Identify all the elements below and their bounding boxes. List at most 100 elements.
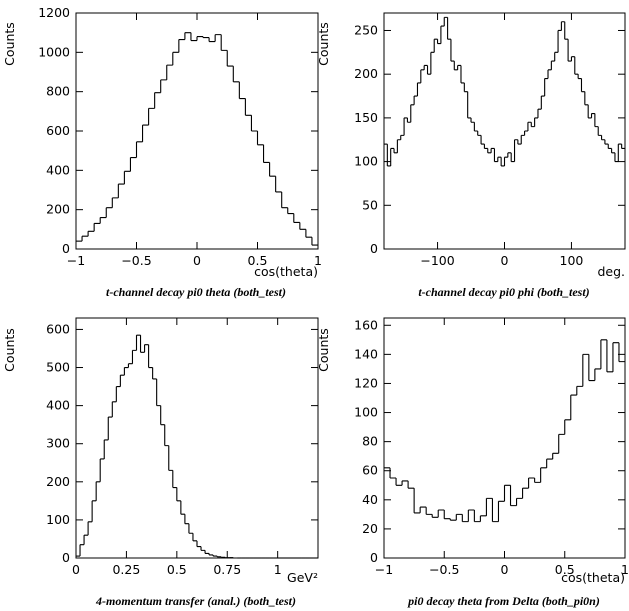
y-tick-label: 500 bbox=[46, 360, 70, 375]
histogram-bin bbox=[220, 34, 228, 51]
y-tick-label: 0 bbox=[370, 241, 378, 256]
histogram-bin bbox=[513, 139, 518, 162]
histogram-bin bbox=[524, 130, 528, 136]
histogram-bin bbox=[263, 144, 270, 164]
histogram-bin bbox=[497, 500, 505, 522]
histogram-bin bbox=[117, 183, 125, 198]
histogram-bin bbox=[99, 216, 107, 224]
histogram-bin bbox=[594, 113, 599, 128]
histogram-bin bbox=[588, 354, 595, 382]
histogram-bin bbox=[400, 134, 405, 140]
histogram-bin bbox=[256, 131, 264, 146]
histogram-bin bbox=[483, 144, 488, 150]
histogram-bin bbox=[493, 148, 498, 163]
histogram-bin bbox=[607, 144, 612, 150]
histogram-bin bbox=[244, 98, 252, 116]
histogram-bin bbox=[574, 56, 579, 75]
histogram-bin bbox=[192, 533, 197, 542]
histogram-bin bbox=[485, 497, 493, 516]
histogram-bin bbox=[540, 95, 545, 110]
histogram-bin bbox=[503, 484, 511, 502]
histogram-bin bbox=[600, 339, 607, 369]
panel-2: 0 50 100 150 200 250 −100 0 100 Counts deg. t-chann… bbox=[316, 12, 626, 299]
histogram-bin bbox=[546, 458, 553, 468]
histogram-bin bbox=[594, 368, 601, 381]
histogram-bin bbox=[103, 439, 109, 459]
y-axis-label: Counts bbox=[2, 22, 17, 66]
histogram-bin bbox=[606, 339, 613, 373]
x-tick-label: 0 bbox=[72, 562, 80, 577]
histogram-bin bbox=[618, 342, 625, 363]
histogram-bin bbox=[443, 510, 451, 520]
histogram-bin bbox=[590, 112, 595, 118]
histogram-bin bbox=[455, 513, 463, 521]
histogram-bin bbox=[440, 25, 445, 44]
histogram-bin bbox=[576, 385, 583, 396]
histogram-bin bbox=[503, 156, 508, 166]
histogram-bin bbox=[208, 553, 214, 556]
panel-4: 0 20 40 60 80 100 120 140 160 −1 −0.5 0 0.5 1 Counts co… bbox=[316, 317, 629, 608]
histogram-bin bbox=[534, 478, 541, 483]
y-axis-label: Counts bbox=[316, 328, 331, 372]
histogram-bin bbox=[433, 38, 438, 53]
histogram-bin bbox=[81, 235, 89, 242]
y-axis-label: Counts bbox=[316, 22, 331, 66]
histogram-bin bbox=[611, 148, 615, 154]
x-tick-label: 0.5 bbox=[555, 562, 575, 577]
histogram-bin bbox=[407, 480, 415, 489]
histogram-bin bbox=[443, 16, 448, 27]
y-tick-label: 40 bbox=[362, 492, 378, 507]
histogram-bin bbox=[509, 485, 517, 507]
histogram-bin bbox=[95, 481, 101, 501]
histogram-bin bbox=[111, 197, 119, 208]
histogram-bin bbox=[393, 148, 398, 154]
histogram-bin bbox=[208, 37, 216, 43]
histogram-bin bbox=[564, 21, 569, 40]
histogram-bin bbox=[83, 534, 89, 545]
histogram-bin bbox=[580, 78, 585, 93]
histogram-bin bbox=[212, 554, 218, 557]
histogram-bin bbox=[413, 95, 418, 105]
histogram-bin bbox=[420, 69, 425, 83]
histogram-bin bbox=[413, 488, 421, 514]
histogram-bin bbox=[437, 509, 445, 518]
histogram-bin bbox=[87, 521, 93, 536]
histogram-bin bbox=[184, 32, 191, 40]
x-axis-label: cos(theta) bbox=[254, 264, 318, 279]
y-tick-label: 120 bbox=[354, 375, 378, 390]
histogram-bin bbox=[148, 344, 153, 369]
histogram-bin bbox=[129, 157, 137, 172]
histogram-bin bbox=[311, 237, 318, 246]
histogram-bin bbox=[490, 147, 495, 153]
histogram-bin bbox=[196, 540, 202, 548]
histogram-bin bbox=[487, 148, 492, 154]
y-tick-label: 50 bbox=[362, 197, 378, 212]
x-tick-label: −1 bbox=[375, 562, 393, 577]
y-tick-label: 600 bbox=[46, 321, 70, 336]
histogram-series bbox=[384, 16, 625, 167]
histogram-bin bbox=[423, 64, 428, 70]
histogram-bin bbox=[135, 141, 143, 158]
x-tick-label: 1 bbox=[274, 562, 282, 577]
y-tick-label: 0 bbox=[370, 550, 378, 565]
y-tick-label: 0 bbox=[62, 550, 70, 565]
histogram-bin bbox=[269, 162, 276, 177]
histogram-bin bbox=[467, 509, 475, 522]
x-tick-label: 0.5 bbox=[167, 562, 187, 577]
x-axis-label: deg. bbox=[597, 264, 625, 279]
histogram-bin bbox=[601, 135, 605, 141]
panel-caption: pi0 decay theta from Delta (both_pi0n) bbox=[407, 594, 600, 608]
histogram-bin bbox=[91, 500, 97, 522]
histogram-bin bbox=[530, 122, 535, 128]
histogram-bin bbox=[507, 152, 512, 158]
histogram-bin bbox=[123, 170, 131, 185]
histogram-bin bbox=[467, 91, 472, 119]
plot-frame bbox=[75, 317, 319, 559]
histogram-bin bbox=[214, 34, 222, 42]
histogram-bin bbox=[107, 416, 113, 440]
histogram-bin bbox=[516, 497, 523, 506]
histogram-bin bbox=[144, 344, 149, 353]
histogram-bin bbox=[557, 29, 562, 53]
histogram-bin bbox=[621, 144, 625, 150]
histogram-bin bbox=[460, 65, 465, 84]
